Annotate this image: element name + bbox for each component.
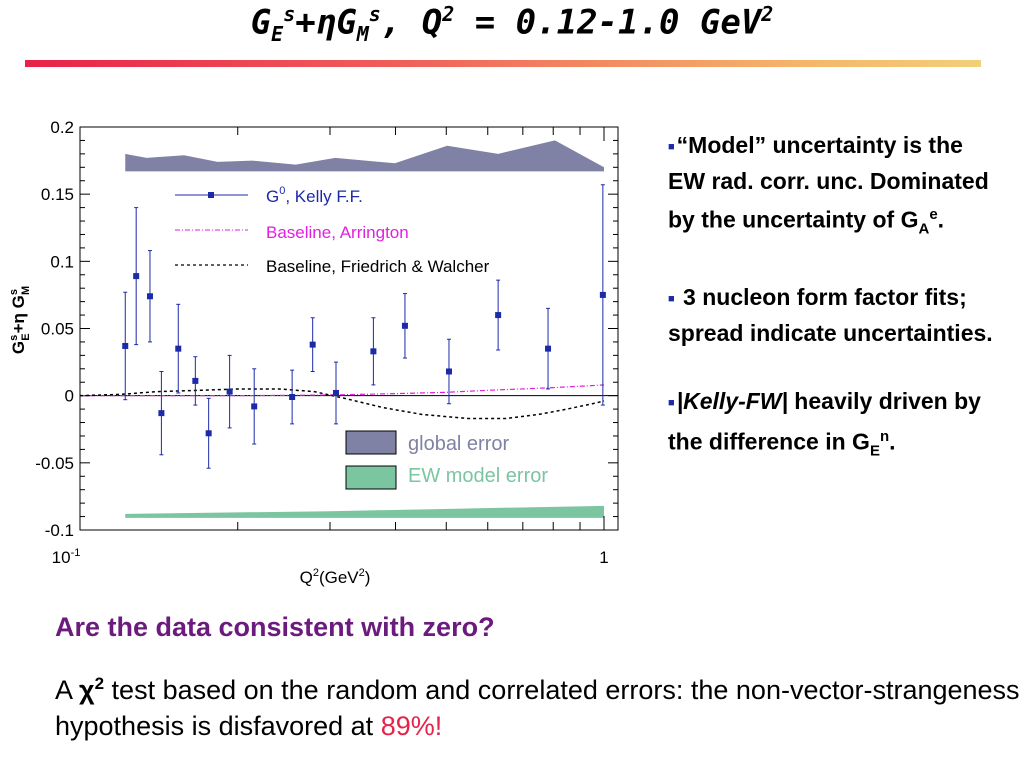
y-axis-label: GsE+η GsM [8,286,32,354]
error-bands [125,140,604,518]
y-tick-label: -0.05 [35,454,74,473]
note-model-uncertainty: ■“Model” uncertainty is the EW rad. corr… [668,128,998,246]
conclusion-text: A χ2 test based on the random and correl… [55,674,1020,741]
strangeness-chart: 0.2 0.15 0.1 0.05 0 -0.05 -0.1 G0, Kelly F.F. … [8,118,619,587]
probability-highlight: 89%! [380,711,443,741]
data-point [175,345,182,352]
title-sup-s2: s [368,2,381,26]
title-g2: G [336,2,357,43]
title-g: G [250,2,272,43]
baseline-arrington-curve [80,384,605,397]
data-point [122,342,129,349]
slide-title: GEs+ηGMs, Q2 = 0.12-1.0 GeV2 [0,2,1024,46]
data-point [251,403,258,410]
data-point [599,291,606,298]
legend-ew-error-swatch [345,465,397,490]
data-point [146,293,153,300]
title-sub-m: M [356,22,369,47]
legend-global-error-label: global error [408,433,510,455]
notes-panel: ■“Model” uncertainty is the EW rad. corr… [668,128,998,502]
title-range: = 0.12-1.0 GeV [454,2,762,43]
data-point [495,312,502,319]
data-point [401,322,408,329]
title-underline [25,60,981,67]
y-tick-label: 0 [65,387,74,406]
legend-kelly-label: G0, Kelly F.F. [266,185,363,206]
data-point [309,341,316,348]
x-tick-label-right: 1 [599,548,608,567]
square-bullet-icon: ■ [668,140,675,153]
title-q: , Q [380,2,443,43]
title-sup-gev2: 2 [761,2,774,26]
data-point [133,273,140,280]
x-axis-label: Q2(GeV2) [300,567,371,587]
y-tick-label: 0.1 [50,252,74,271]
legend-kelly-marker [208,192,214,198]
data-point [226,388,233,395]
data-points [122,184,606,469]
data-point [370,348,377,355]
y-tick-label: 0.05 [41,320,74,339]
title-sup-s: s [283,2,296,26]
legend-ew-error-label: EW model error [408,465,548,487]
data-point [333,389,340,396]
title-plus: + [295,2,316,43]
note-form-factor-fits: ■ 3 nucleon form factor fits; spread ind… [668,280,998,350]
data-point [158,410,165,417]
legend-bottom: global error EW model error [345,430,548,490]
ew-model-error-band [125,505,604,518]
data-point [205,430,212,437]
data-point [289,394,296,401]
data-point [192,377,199,384]
title-sup-2: 2 [442,2,455,26]
title-sub-e: E [271,22,284,47]
legend-arrington-label: Baseline, Arrington [266,223,409,242]
question-heading: Are the data consistent with zero? [55,612,495,642]
chi-symbol: χ [79,675,95,705]
note-kelly-fw: ■|Kelly-FW| heavily driven by the differ… [668,384,998,468]
square-bullet-icon: ■ [668,293,675,306]
data-point [545,345,552,352]
data-point [445,368,452,375]
legend-top: G0, Kelly F.F. Baseline, Arrington Basel… [175,185,490,276]
y-tick-label: 0.2 [50,118,74,137]
y-tick-label: 0.15 [41,185,74,204]
x-tick-label-left: 10-1 [52,547,81,567]
y-tick-label: -0.1 [45,521,74,540]
y-ticks: 0.2 0.15 0.1 0.05 0 -0.05 -0.1 [35,118,618,540]
legend-fw-label: Baseline, Friedrich & Walcher [266,257,490,276]
x-ticks [79,127,605,530]
legend-global-error-swatch [345,430,397,455]
title-eta: η [315,2,337,43]
global-error-band [125,140,604,172]
square-bullet-icon: ■ [668,397,675,410]
